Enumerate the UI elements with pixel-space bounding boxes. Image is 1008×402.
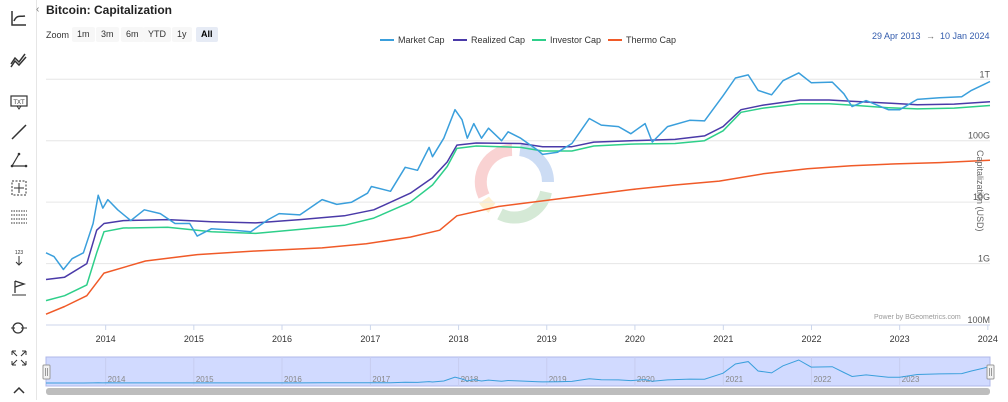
zoom-1y-button[interactable]: 1y (172, 27, 192, 42)
x-tick-label: 2018 (449, 334, 469, 344)
zoom-label: Zoom (46, 30, 70, 40)
chart-grid (46, 78, 990, 326)
navigator-tick-label: 2022 (813, 375, 831, 384)
y-axis-title: Capitalization (USD) (975, 150, 985, 232)
zoom-3m-button[interactable]: 3m (96, 27, 119, 42)
y-tick-label: 100G (968, 131, 990, 141)
zoom-ytd-button[interactable]: YTD (143, 27, 171, 42)
navigator-tick-label: 2023 (902, 375, 920, 384)
series-icon[interactable] (6, 48, 32, 72)
date-range-arrow: → (926, 31, 935, 41)
scrollbar-thumb[interactable] (46, 388, 990, 395)
x-tick-label: 2019 (537, 334, 557, 344)
legend-thermo-cap[interactable]: Thermo Cap (608, 35, 676, 45)
line-draw-icon[interactable] (6, 120, 32, 144)
drawing-toolbar: TXT 123 (0, 0, 37, 400)
legend-realized-cap[interactable]: Realized Cap (453, 35, 525, 45)
navigator[interactable]: 2014 2015 2016 2017 2018 2019 2020 2021 2022 2023 (42, 356, 995, 395)
navigator-tick-label: 2014 (108, 375, 126, 384)
series-line-thermo-cap[interactable] (45, 159, 991, 315)
zoom-1m-button[interactable]: 1m (72, 27, 95, 42)
zoom-6m-button[interactable]: 6m (121, 27, 144, 42)
zoom-all-button[interactable]: All (196, 27, 218, 42)
line-chart-icon[interactable] (6, 6, 32, 30)
measure-icon[interactable]: 123 (6, 246, 32, 270)
flag-icon[interactable] (6, 276, 32, 300)
date-from-input[interactable]: 29 Apr 2013 (872, 31, 921, 41)
x-tick-label: 2014 (96, 334, 116, 344)
legend-market-cap[interactable]: Market Cap (380, 35, 445, 45)
x-tick-label: 2015 (184, 334, 204, 344)
navigator-left-handle[interactable] (42, 364, 51, 380)
y-tick-label: 1G (978, 254, 990, 264)
triangle-icon[interactable] (6, 148, 32, 172)
x-tick-label: 2017 (360, 334, 380, 344)
chart-series-group (45, 72, 991, 315)
navigator-tick-label: 2021 (725, 375, 743, 384)
y-tick-label: 10G (973, 192, 990, 202)
series-line-market-cap[interactable] (45, 72, 991, 271)
x-tick-label: 2020 (625, 334, 645, 344)
text-icon[interactable]: TXT (6, 90, 32, 114)
zoom-icon[interactable] (6, 316, 32, 340)
fullscreen-icon[interactable] (6, 346, 32, 370)
chevron-up-icon[interactable] (6, 378, 32, 402)
navigator-right-handle[interactable] (986, 364, 995, 380)
svg-text:TXT: TXT (13, 100, 25, 106)
x-tick-label: 2016 (272, 334, 292, 344)
series-line-investor-cap[interactable] (45, 102, 991, 302)
x-tick-label: 2024 (978, 334, 998, 344)
navigator-tick-label: 2018 (461, 375, 479, 384)
chart-title: Bitcoin: Capitalization (46, 3, 172, 17)
navigator-series-line (46, 359, 991, 384)
legend-investor-cap[interactable]: Investor Cap (532, 35, 601, 45)
x-tick-label: 2021 (713, 334, 733, 344)
x-tick-label: 2022 (801, 334, 821, 344)
horizontal-lines-icon[interactable] (6, 204, 32, 228)
navigator-tick-label: 2015 (196, 375, 214, 384)
navigator-tick-label: 2017 (372, 375, 390, 384)
x-tick-label: 2023 (890, 334, 910, 344)
watermark-logo (474, 144, 555, 224)
svg-text:123: 123 (15, 250, 24, 256)
chart-credit: Power by BGeometrics.com (874, 314, 961, 321)
y-tick-label: 1T (979, 69, 990, 79)
navigator-tick-label: 2016 (284, 375, 302, 384)
series-line-realized-cap[interactable] (45, 99, 991, 281)
date-to-input[interactable]: 10 Jan 2024 (940, 31, 990, 41)
y-tick-label: 100M (967, 315, 990, 325)
navigator-tick-label: 2019 (549, 375, 567, 384)
chart-axes: 100M 1G 10G 100G 1T 2014 2015 2016 2017 2018 2019 2… (46, 69, 998, 344)
crosshair-grid-icon[interactable] (6, 176, 32, 200)
navigator-mask[interactable] (45, 356, 991, 387)
collapse-toolbar-icon[interactable]: ‹ (36, 4, 40, 15)
